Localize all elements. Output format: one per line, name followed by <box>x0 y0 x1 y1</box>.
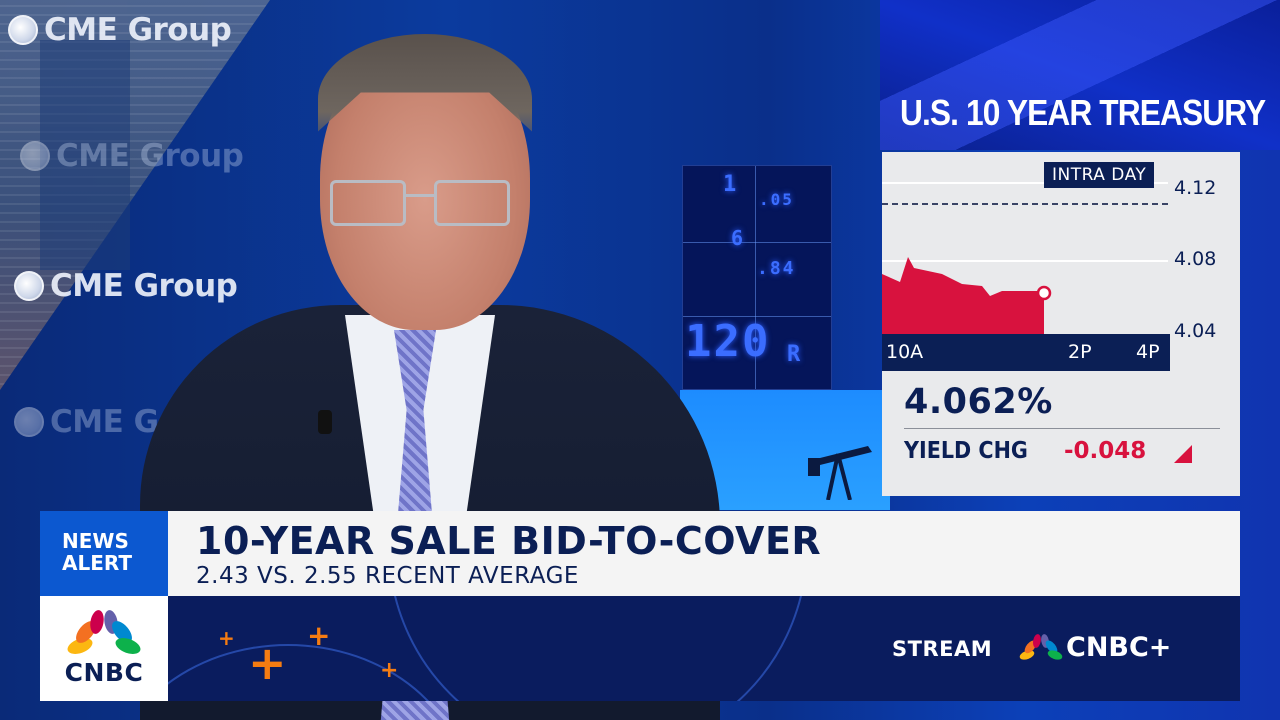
led-divider <box>683 242 831 243</box>
headline-banner: 10-YEAR SALE BID-TO-COVER 2.43 VS. 2.55 … <box>168 511 1240 596</box>
cme-group-wall-logo: CME Group <box>8 12 232 48</box>
stream-label: STREAM <box>892 637 993 661</box>
blue-cube-backdrop <box>880 0 1280 150</box>
yield-change-label: YIELD CHG <box>904 438 1028 464</box>
led-digit: R <box>787 342 803 367</box>
led-digit: .84 <box>757 258 796 279</box>
y-axis-tick: 4.12 <box>1174 177 1217 199</box>
cme-globe-icon <box>8 15 38 45</box>
branding-bar: + + + + STREAM CNBC+ <box>168 596 1240 701</box>
yield-change-value: -0.048 <box>1064 438 1147 464</box>
building-silhouette <box>40 40 130 270</box>
cnbc-peacock-icon <box>1019 634 1063 660</box>
led-divider <box>755 166 756 389</box>
x-axis-tick: 4P <box>1136 341 1160 363</box>
previous-close-line <box>882 203 1168 205</box>
x-axis-tick: 2P <box>1068 341 1092 363</box>
x-axis-tick: 10A <box>886 341 924 363</box>
last-value-marker <box>1036 285 1052 301</box>
cme-globe-icon <box>20 141 50 171</box>
plus-icon: + <box>307 619 331 652</box>
led-digit: 120 <box>685 316 771 367</box>
led-digit: 6 <box>731 226 746 250</box>
divider <box>904 428 1220 429</box>
plus-icon: + <box>218 626 235 650</box>
cme-group-wall-logo: CME Group <box>20 138 244 174</box>
lapel-mic-icon <box>318 410 332 434</box>
headline: 10-YEAR SALE BID-TO-COVER <box>196 519 822 563</box>
cnbc-plus-wordmark: CNBC+ <box>1066 632 1172 663</box>
cme-globe-icon <box>14 271 44 301</box>
yield-value: 4.062% <box>904 382 1053 422</box>
cnbc-peacock-icon <box>67 610 141 654</box>
chart-gridline <box>882 182 1168 184</box>
treasury-title: U.S. 10 YEAR TREASURY <box>900 92 1266 133</box>
anchor-glasses <box>330 180 510 232</box>
intraday-chart: INTRA DAY 4.12 4.08 4.04 10A 2P 4P <box>882 152 1240 371</box>
cme-group-wall-logo: CME Group <box>14 268 238 304</box>
y-axis-tick: 4.04 <box>1174 320 1217 342</box>
cnbc-logo-box: CNBC <box>40 596 168 701</box>
led-stock-display: 1 .05 6 .84 120 R <box>682 165 832 390</box>
cnbc-wordmark: CNBC <box>64 658 144 687</box>
news-alert-badge: NEWS ALERT <box>40 511 168 596</box>
led-digit: 1 <box>723 172 739 197</box>
cme-group-wall-logo: CME G <box>14 404 159 440</box>
treasury-panel: INTRA DAY 4.12 4.08 4.04 10A 2P 4P 4.062… <box>882 152 1240 496</box>
chart-gridline <box>882 260 1168 262</box>
decorative-arc <box>388 596 808 701</box>
intraday-badge: INTRA DAY <box>1044 162 1155 188</box>
down-arrow-icon <box>1174 445 1192 463</box>
plus-icon: + <box>248 636 287 690</box>
oil-pumpjack-icon <box>808 446 872 500</box>
yield-area-series <box>882 257 1052 334</box>
y-axis-tick: 4.08 <box>1174 248 1217 270</box>
led-digit: .05 <box>759 190 794 209</box>
cme-globe-icon <box>14 407 44 437</box>
plus-icon: + <box>380 658 399 683</box>
x-axis-bar: 10A 2P 4P <box>882 334 1170 371</box>
led-divider <box>683 316 831 317</box>
subheadline: 2.43 VS. 2.55 RECENT AVERAGE <box>196 563 579 589</box>
